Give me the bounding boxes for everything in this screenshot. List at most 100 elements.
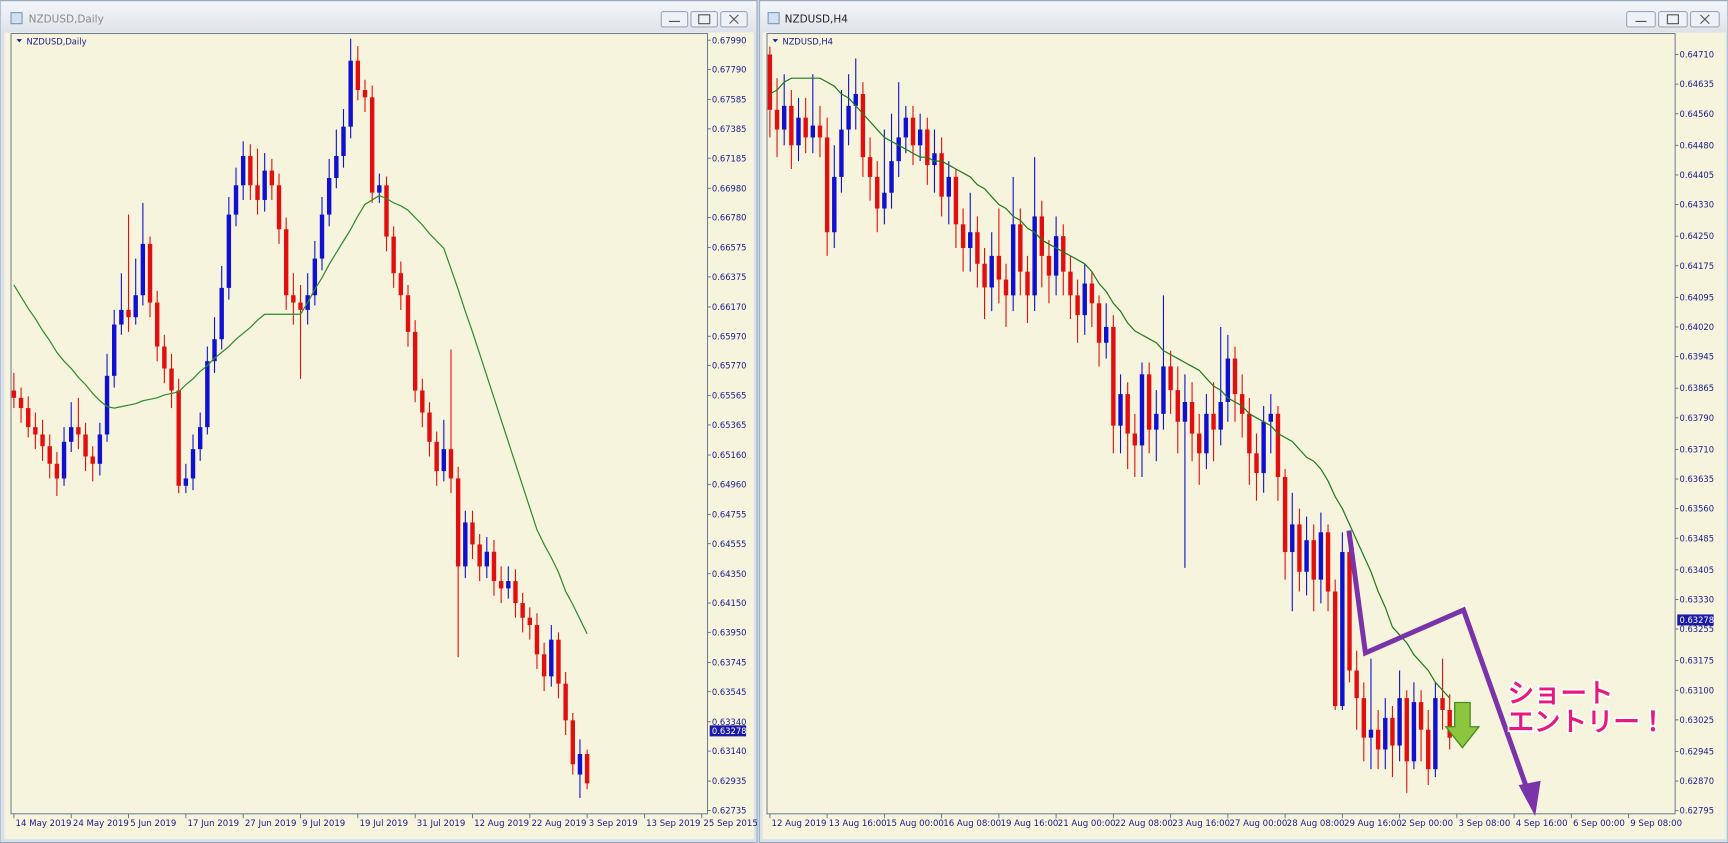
candle-body <box>903 117 909 138</box>
maximize-button[interactable] <box>1658 10 1688 28</box>
candle-body <box>291 295 296 303</box>
candle-body <box>796 117 801 146</box>
candle-body <box>1368 729 1374 738</box>
y-tick-label: 0.63485 <box>1680 533 1715 543</box>
candle-body <box>47 446 52 464</box>
candle-body <box>989 255 994 288</box>
candle-body <box>176 390 181 486</box>
candle-body <box>1232 358 1238 395</box>
y-tick-label: 0.63100 <box>1680 685 1715 695</box>
candle-body <box>563 683 568 721</box>
x-tick-label: 12 Aug 2019 <box>474 819 529 829</box>
candle-body <box>1225 358 1231 402</box>
y-tick-label: 0.63865 <box>1680 383 1715 393</box>
x-tick-label: 22 Aug 2019 <box>531 819 586 829</box>
candle-body <box>441 449 447 472</box>
candle-body <box>298 302 303 310</box>
candle-body <box>960 224 966 248</box>
candle-body <box>1154 413 1159 430</box>
candle-body <box>1218 401 1223 430</box>
candle-body <box>104 375 110 435</box>
candle-body <box>925 129 930 166</box>
candle-body <box>513 581 518 604</box>
candle-body <box>1318 532 1324 580</box>
chart-label: NZDUSD,H4 <box>782 37 833 47</box>
candle-body <box>1268 413 1273 422</box>
candle-body <box>69 427 74 442</box>
price-tag <box>1677 614 1714 626</box>
candle-body <box>839 129 844 177</box>
candle-body <box>1282 477 1288 553</box>
candle-body <box>1447 709 1452 738</box>
annotation-text: エントリー！ <box>1508 707 1667 738</box>
x-tick-label: 2 Sep 00:00 <box>1401 819 1453 829</box>
candle-body <box>212 339 217 362</box>
candle-body <box>355 60 361 91</box>
candle-body <box>319 214 325 259</box>
candle-body <box>1032 216 1037 296</box>
y-tick-label: 0.64960 <box>712 479 747 489</box>
y-tick-label: 0.64020 <box>1680 322 1715 332</box>
price-tag-label: 0.63278 <box>712 726 747 736</box>
y-tick-label: 0.65160 <box>712 450 747 460</box>
y-tick-label: 0.63025 <box>1680 715 1715 725</box>
candle-body <box>1290 524 1295 553</box>
candle-body <box>434 441 439 472</box>
y-tick-label: 0.62735 <box>712 806 747 816</box>
x-tick-label: 13 Sep 2019 <box>646 819 700 829</box>
candle-body <box>240 155 246 186</box>
minimize-button[interactable] <box>660 10 689 28</box>
candle-body <box>1068 271 1073 296</box>
candle-body <box>875 176 880 209</box>
window-buttons <box>1626 10 1720 28</box>
y-tick-label: 0.63340 <box>712 717 747 727</box>
candle-body <box>1418 702 1424 730</box>
y-tick-label: 0.65970 <box>712 331 747 341</box>
candle-body <box>1390 717 1395 746</box>
candle-body <box>455 478 461 567</box>
candle-body <box>556 639 561 684</box>
candle-body <box>76 427 81 435</box>
minimize-button[interactable] <box>1626 10 1656 28</box>
candle-body <box>348 60 353 127</box>
annotation-text: ショート <box>1508 679 1614 710</box>
x-tick-label: 29 Aug 16:00 <box>1344 819 1402 829</box>
candle-body <box>226 214 232 288</box>
candle-body <box>470 522 475 545</box>
candle-body <box>83 434 88 457</box>
candle-body <box>1168 366 1173 391</box>
x-tick-label: 6 Sep 00:00 <box>1573 819 1625 829</box>
candle-body <box>1096 303 1102 343</box>
candle-body <box>867 157 873 177</box>
candle-body <box>1039 216 1045 256</box>
candle-body <box>362 90 368 98</box>
candle-body <box>147 243 153 303</box>
y-tick-label: 0.63545 <box>712 687 747 697</box>
candle-body <box>1010 224 1016 296</box>
candle-body <box>448 449 454 479</box>
candle-body <box>534 625 540 655</box>
window-title: NZDUSD,Daily <box>29 14 104 26</box>
candle-body <box>1197 433 1202 454</box>
candle-body <box>126 309 131 318</box>
y-tick-label: 0.63635 <box>1680 474 1715 484</box>
y-tick-label: 0.64635 <box>1680 79 1715 89</box>
candle-body <box>1003 279 1009 296</box>
zigzag-arrow <box>1346 530 1532 798</box>
x-tick-label: 9 Sep 08:00 <box>1630 819 1682 829</box>
candle-body <box>1261 421 1266 474</box>
candle-body <box>498 581 504 589</box>
candle-body <box>982 263 987 288</box>
candle-body <box>219 287 224 340</box>
candle-body <box>1161 366 1166 414</box>
candle-body <box>183 478 189 486</box>
candle-body <box>54 463 60 479</box>
candle-body <box>1433 698 1438 770</box>
candle-body <box>1211 413 1216 430</box>
maximize-button[interactable] <box>690 10 718 28</box>
y-tick-label: 0.65770 <box>712 361 747 371</box>
x-tick-label: 19 Aug 16:00 <box>1001 819 1059 829</box>
x-tick-label: 16 Aug 08:00 <box>943 819 1001 829</box>
x-tick-label: 12 Aug 2019 <box>772 819 827 829</box>
